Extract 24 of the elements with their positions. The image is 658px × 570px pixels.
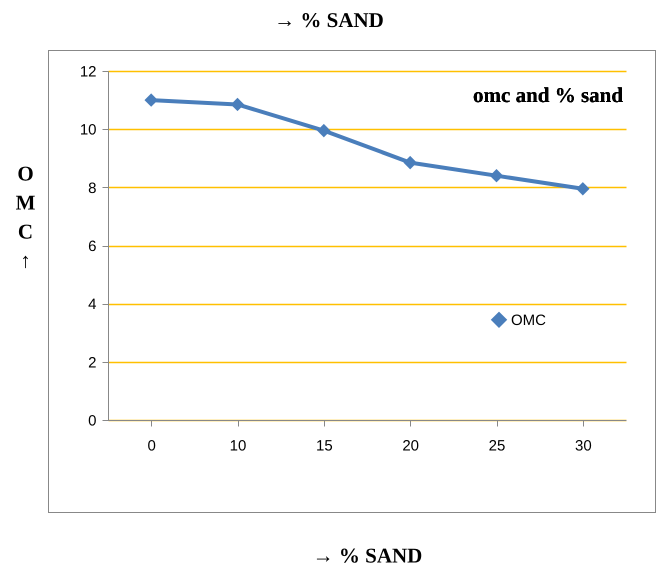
point [144, 93, 158, 107]
x-axis-title: → % SAND [312, 544, 422, 568]
x-tick-label: 10 [230, 438, 246, 454]
point [403, 156, 417, 170]
x-tick-label: 20 [402, 438, 420, 454]
legend-label: OMC [511, 312, 546, 329]
x-tick-label: 15 [316, 438, 333, 454]
y-tick-label: 6 [88, 238, 96, 255]
text: → % SAND [273, 8, 385, 33]
x-tick-label: 25 [488, 438, 506, 454]
point [230, 98, 244, 112]
y-tick-label: 0 [88, 412, 96, 430]
y-axis-title: OMC↑ [16, 162, 36, 272]
y-tick-label: 12 [80, 64, 96, 80]
point [317, 124, 331, 138]
y-tick-label: 4 [88, 296, 96, 314]
point [490, 168, 504, 182]
point [576, 182, 590, 196]
y-tick-label: 8 [88, 180, 96, 197]
y-tick-label: 2 [88, 354, 96, 372]
x-tick-label: 30 [574, 438, 592, 454]
text: omc and % sand [473, 83, 624, 107]
x-tick-label: 0 [147, 438, 156, 454]
y-tick-label: 10 [80, 122, 96, 139]
